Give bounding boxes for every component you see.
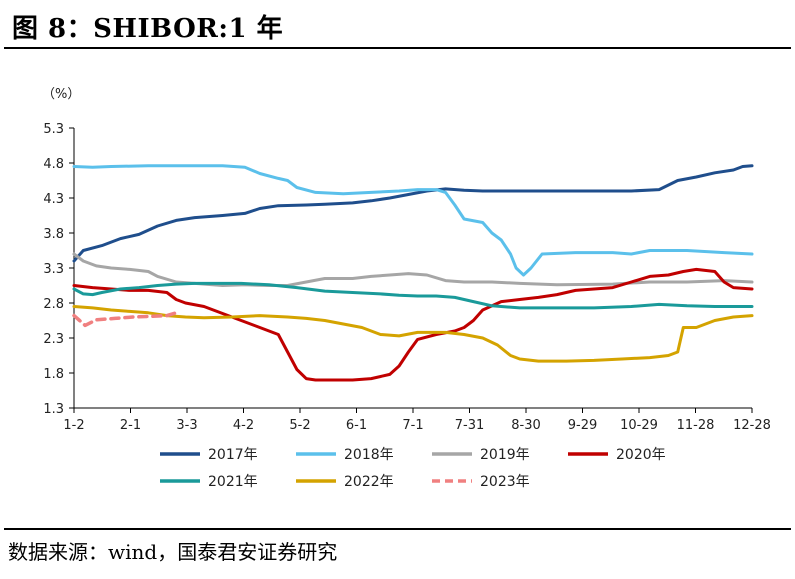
y-tick-label: 3.8: [43, 227, 64, 242]
legend-label: 2020年: [616, 447, 666, 463]
x-tick-label: 6-1: [346, 418, 367, 433]
legend-label: 2017年: [208, 447, 258, 463]
shibor-line-chart: （%） 1.3 1.8 2.3 2.8 3.3 3.8 4.3 4.8 5.3 1-2 2-1 3-…: [42, 87, 771, 490]
legend-label: 2023年: [480, 474, 530, 490]
legend-label: 2018年: [344, 447, 394, 463]
x-tick-label: 2-1: [120, 418, 141, 433]
x-tick-label: 5-2: [289, 418, 310, 433]
y-tick-label: 2.3: [43, 332, 64, 347]
legend-label: 2019年: [480, 447, 530, 463]
x-tick-label: 4-2: [233, 418, 254, 433]
series-line-2019年: [72, 252, 754, 287]
page-title: 图 8：SHIBOR:1 年: [12, 14, 284, 44]
y-tick-label: 1.3: [43, 402, 64, 417]
title-divider: [4, 47, 791, 49]
series-line-2023年: [72, 311, 178, 328]
series-line-2017年: [72, 164, 754, 263]
y-tick-label: 4.3: [43, 192, 64, 207]
series-line-2018年: [72, 164, 754, 277]
y-tick-label: 2.8: [43, 297, 64, 312]
y-tick-label: 3.3: [43, 262, 64, 277]
legend-label: 2021年: [208, 474, 258, 490]
x-tick-label: 12-28: [733, 418, 771, 433]
y-axis: 1.3 1.8 2.3 2.8 3.3 3.8 4.3 4.8 5.3: [43, 122, 75, 417]
y-tick-label: 5.3: [43, 122, 64, 137]
plot-area: [72, 164, 754, 382]
y-tick-label: 1.8: [43, 367, 64, 382]
legend-label: 2022年: [344, 474, 394, 490]
series-line-2022年: [72, 305, 754, 363]
series-line-2021年: [72, 281, 754, 310]
data-source-note: 数据来源：wind，国泰君安证券研究: [8, 540, 338, 564]
y-tick-label: 4.8: [43, 157, 64, 172]
x-tick-label: 7-1: [402, 418, 423, 433]
x-axis: 1-2 2-1 3-3 4-2 5-2 6-1 7-1 7-31 8-30 9-29 10-29 11…: [63, 407, 771, 433]
x-tick-label: 11-28: [677, 418, 715, 433]
x-tick-label: 10-29: [620, 418, 658, 433]
x-tick-label: 3-3: [176, 418, 197, 433]
y-axis-unit-label: （%）: [42, 87, 80, 102]
x-tick-label: 9-29: [568, 418, 598, 433]
x-tick-label: 7-31: [455, 418, 485, 433]
source-divider: [4, 528, 791, 530]
series-line-2020年: [72, 267, 754, 382]
legend: 2017年 2018年 2019年 2020年 2021年 2022年 2023年: [160, 447, 666, 490]
x-tick-label: 1-2: [63, 418, 84, 433]
x-tick-label: 8-30: [511, 418, 541, 433]
